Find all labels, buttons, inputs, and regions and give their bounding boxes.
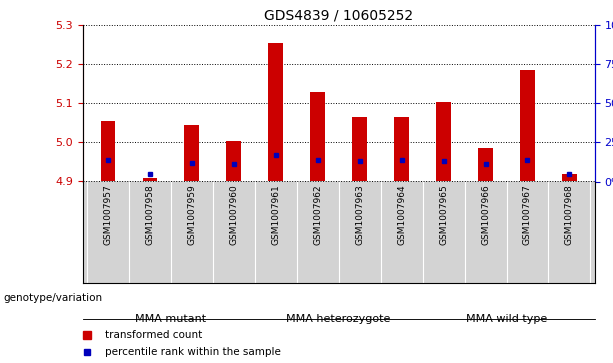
Text: GSM1007960: GSM1007960 bbox=[229, 184, 238, 245]
Bar bbox=[478, 148, 493, 182]
Bar bbox=[310, 92, 325, 182]
Bar bbox=[101, 121, 115, 182]
Text: GSM1007962: GSM1007962 bbox=[313, 184, 322, 245]
Bar bbox=[352, 117, 367, 182]
Bar bbox=[394, 117, 409, 182]
Text: genotype/variation: genotype/variation bbox=[3, 293, 102, 303]
Text: GSM1007968: GSM1007968 bbox=[565, 184, 574, 245]
Bar bbox=[268, 43, 283, 182]
Text: GSM1007963: GSM1007963 bbox=[355, 184, 364, 245]
Bar bbox=[520, 70, 535, 182]
Bar bbox=[436, 102, 451, 182]
Text: percentile rank within the sample: percentile rank within the sample bbox=[105, 347, 281, 357]
Bar bbox=[226, 140, 241, 182]
Text: GSM1007961: GSM1007961 bbox=[271, 184, 280, 245]
Text: MMA heterozygote: MMA heterozygote bbox=[286, 314, 391, 325]
Bar bbox=[562, 174, 577, 182]
Text: GSM1007964: GSM1007964 bbox=[397, 184, 406, 245]
Text: GSM1007959: GSM1007959 bbox=[188, 184, 196, 245]
Text: GSM1007965: GSM1007965 bbox=[439, 184, 448, 245]
Title: GDS4839 / 10605252: GDS4839 / 10605252 bbox=[264, 9, 413, 23]
Text: MMA wild type: MMA wild type bbox=[466, 314, 547, 325]
Text: MMA mutant: MMA mutant bbox=[135, 314, 207, 325]
Bar bbox=[185, 125, 199, 182]
Bar bbox=[143, 178, 157, 182]
Text: transformed count: transformed count bbox=[105, 330, 202, 340]
Text: GSM1007958: GSM1007958 bbox=[145, 184, 154, 245]
Text: GSM1007957: GSM1007957 bbox=[104, 184, 112, 245]
Text: GSM1007967: GSM1007967 bbox=[523, 184, 532, 245]
Text: GSM1007966: GSM1007966 bbox=[481, 184, 490, 245]
